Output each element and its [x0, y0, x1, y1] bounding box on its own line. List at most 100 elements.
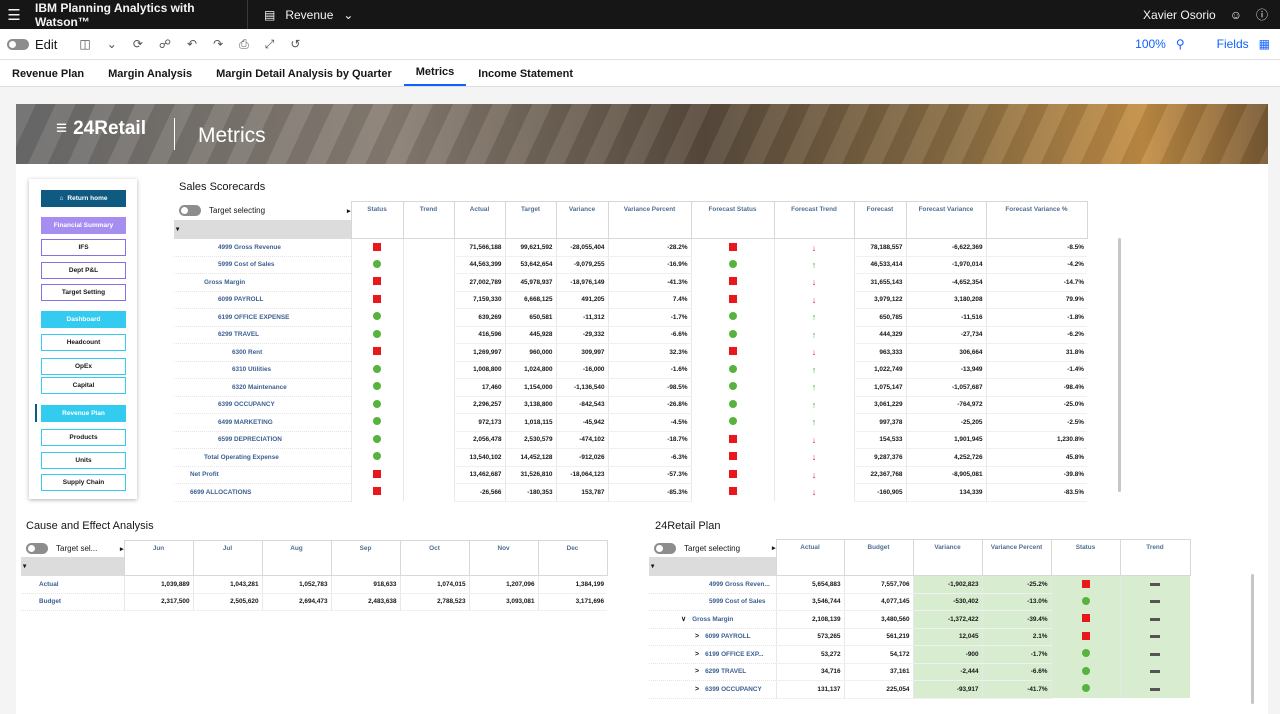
edit-toggle[interactable]: Edit — [7, 37, 57, 52]
variance-percent-cell[interactable]: 7.4% — [607, 291, 691, 309]
row-label[interactable]: 6199 OFFICE EXPENSE — [174, 308, 351, 327]
chevron-down-icon[interactable]: ∨ — [681, 616, 687, 624]
forecast-variance-cell[interactable]: -4,652,354 — [905, 273, 986, 292]
variance-cell[interactable]: 12,045 — [912, 628, 982, 646]
budget-cell[interactable]: 561,219 — [843, 628, 913, 646]
redo-icon[interactable]: ↷ — [213, 37, 224, 51]
caret-right-icon[interactable]: ▸ — [771, 545, 776, 552]
actual-cell[interactable]: 1,269,997 — [453, 343, 505, 362]
col-header-forecast[interactable]: Forecast — [853, 201, 907, 239]
budget-cell[interactable]: 37,161 — [843, 663, 913, 681]
row-label-cell[interactable]: ∨ Gross Margin — [649, 610, 776, 629]
col-header-status[interactable]: Status — [350, 201, 404, 239]
col-header-jun[interactable]: Jun — [123, 540, 194, 576]
row-label[interactable]: 6299 TRAVEL — [174, 326, 351, 344]
toggle-icon[interactable] — [179, 205, 201, 216]
col-header-forecast-variance[interactable]: Forecast Variance — [905, 201, 987, 239]
forecast-cell[interactable]: 3,979,122 — [853, 291, 906, 309]
variance-cell[interactable]: -28,055,404 — [555, 238, 608, 257]
variance-percent-cell[interactable]: -26.8% — [607, 396, 691, 414]
forecast-variance-pct-cell[interactable]: 45.8% — [985, 448, 1087, 467]
variance-cell[interactable]: -16,000 — [555, 361, 608, 379]
target-cell[interactable]: 960,000 — [504, 343, 556, 362]
actual-cell[interactable]: -26,566 — [453, 483, 505, 502]
caret-down-icon[interactable]: ▾ — [21, 556, 124, 576]
forecast-cell[interactable]: 3,061,229 — [853, 396, 906, 414]
variance-percent-cell[interactable]: -6.3% — [607, 448, 691, 467]
variance-cell[interactable]: -2,444 — [912, 663, 982, 681]
value-cell[interactable]: 2,694,473 — [261, 593, 331, 611]
target-cell[interactable]: -180,353 — [504, 483, 556, 502]
forecast-variance-pct-cell[interactable]: -25.0% — [985, 396, 1087, 414]
variance-cell[interactable]: 309,997 — [555, 343, 608, 362]
forecast-variance-pct-cell[interactable]: 1,230.8% — [985, 431, 1087, 449]
forecast-variance-pct-cell[interactable]: -1.8% — [985, 308, 1087, 327]
caret-down-icon[interactable]: ▾ — [174, 219, 351, 239]
value-cell[interactable]: 2,505,620 — [192, 593, 262, 611]
toggle-icon[interactable] — [26, 543, 48, 554]
forecast-variance-pct-cell[interactable]: -83.5% — [985, 483, 1087, 502]
forecast-cell[interactable]: 78,188,557 — [853, 238, 906, 257]
actual-cell[interactable]: 972,173 — [453, 413, 505, 432]
variance-percent-cell[interactable]: 2.1% — [981, 628, 1051, 646]
row-label-cell[interactable]: >6199 OFFICE EXP... — [649, 645, 776, 664]
target-cell[interactable]: 14,452,128 — [504, 448, 556, 467]
forecast-variance-pct-cell[interactable]: -8.5% — [985, 238, 1087, 257]
target-cell[interactable]: 53,642,654 — [504, 256, 556, 274]
chevron-down-icon[interactable]: ⌄ — [106, 37, 117, 51]
caret-right-icon[interactable]: ▸ — [119, 545, 124, 553]
forecast-variance-cell[interactable]: 3,180,208 — [905, 291, 986, 309]
undo-icon[interactable]: ↶ — [187, 37, 198, 51]
caret-right-icon[interactable]: ▸ — [346, 207, 351, 215]
nav-products[interactable]: Products — [41, 429, 126, 446]
forecast-cell[interactable]: 1,022,749 — [853, 361, 906, 379]
value-cell[interactable]: 2,317,500 — [123, 593, 193, 611]
col-header-sep[interactable]: Sep — [330, 540, 401, 576]
row-label[interactable]: 6699 ALLOCATIONS — [174, 483, 351, 502]
col-header-forecast-variance-pct[interactable]: Forecast Variance % — [985, 201, 1088, 239]
zoom-icon[interactable]: ⚲ — [1175, 37, 1185, 51]
actual-cell[interactable]: 13,462,687 — [453, 466, 505, 484]
col-header-jul[interactable]: Jul — [192, 540, 263, 576]
variance-cell[interactable]: -11,312 — [555, 308, 608, 327]
col-header-nov[interactable]: Nov — [468, 540, 539, 576]
col-header-variance[interactable]: Variance — [555, 201, 609, 239]
actual-cell[interactable]: 71,566,188 — [453, 238, 505, 257]
variance-percent-cell[interactable]: 32.3% — [607, 343, 691, 362]
share-icon[interactable]: ☍ — [158, 37, 172, 51]
col-header-aug[interactable]: Aug — [261, 540, 332, 576]
variance-cell[interactable]: -474,102 — [555, 431, 608, 449]
value-cell[interactable]: 3,171,696 — [537, 593, 607, 611]
caret-down-icon[interactable]: ▾ — [649, 556, 776, 576]
budget-cell[interactable]: 225,054 — [843, 680, 913, 699]
forecast-cell[interactable]: 9,287,376 — [853, 448, 906, 467]
target-cell[interactable]: 1,024,800 — [504, 361, 556, 379]
row-label-cell[interactable]: >6399 OCCUPANCY — [649, 680, 776, 699]
nav-headcount[interactable]: Headcount — [41, 334, 126, 351]
row-label[interactable]: Total Operating Expense — [174, 448, 351, 467]
forecast-variance-pct-cell[interactable]: -98.4% — [985, 378, 1087, 397]
forecast-variance-pct-cell[interactable]: -14.7% — [985, 273, 1087, 292]
help-icon[interactable]: ⓘ — [1255, 8, 1268, 22]
chevron-right-icon[interactable]: > — [695, 633, 700, 641]
plan-scrollbar[interactable] — [1251, 574, 1254, 704]
row-label[interactable]: 6099 PAYROLL — [174, 291, 351, 309]
tab-revenue-plan[interactable]: Revenue Plan — [12, 68, 85, 80]
budget-cell[interactable]: 4,077,145 — [843, 593, 913, 611]
row-label[interactable]: 6599 DEPRECIATION — [174, 431, 351, 449]
forecast-cell[interactable]: 31,655,143 — [853, 273, 906, 292]
forecast-cell[interactable]: 22,367,768 — [853, 466, 906, 484]
row-label[interactable]: 6320 Maintenance — [174, 378, 351, 397]
nav-capital[interactable]: Capital — [41, 377, 126, 394]
forecast-variance-pct-cell[interactable]: 31.8% — [985, 343, 1087, 362]
col-header-variance[interactable]: Variance — [912, 539, 983, 576]
target-cell[interactable]: 99,621,592 — [504, 238, 556, 257]
toggle-icon[interactable] — [7, 38, 29, 50]
fields-icon[interactable]: ▦ — [1258, 37, 1270, 51]
col-header-forecast-trend[interactable]: Forecast Trend — [773, 201, 855, 239]
tab-margin-analysis[interactable]: Margin Analysis — [108, 68, 193, 80]
actual-cell[interactable]: 131,137 — [775, 680, 844, 699]
col-header-trend[interactable]: Trend — [1119, 539, 1191, 576]
budget-cell[interactable]: 54,172 — [843, 645, 913, 664]
variance-percent-cell[interactable]: -6.6% — [607, 326, 691, 344]
